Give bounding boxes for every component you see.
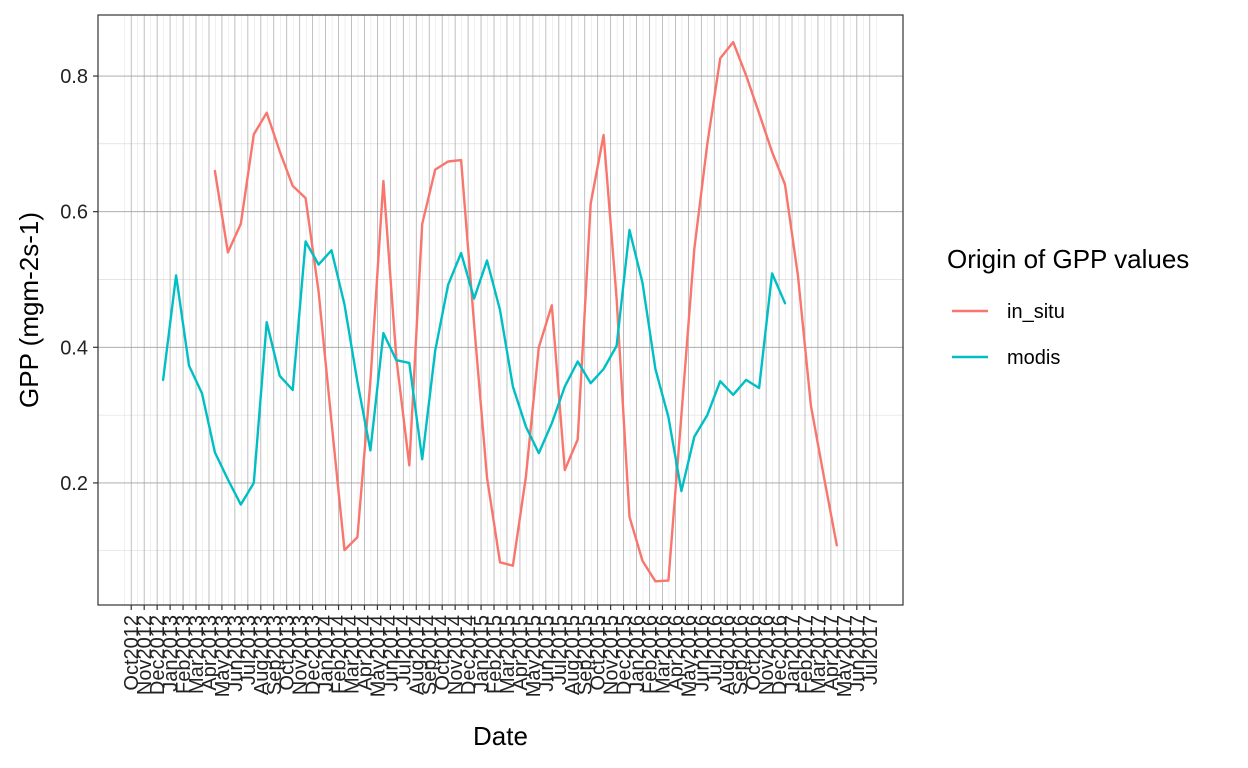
x-tick-label: Apr2016 bbox=[665, 615, 687, 691]
x-tick-label: Apr2017 bbox=[821, 615, 843, 691]
x-tick-label: Jun2015 bbox=[536, 615, 558, 692]
plot-border bbox=[97, 14, 904, 606]
x-tick-label: Nov2014 bbox=[445, 615, 467, 695]
x-tick-label: Oct2015 bbox=[588, 615, 610, 691]
legend-label-in_situ: in_situ bbox=[1007, 301, 1065, 323]
x-tick-label: Feb2014 bbox=[329, 615, 351, 694]
x-tick-label: Feb2016 bbox=[640, 615, 662, 694]
y-tick-label: 0.2 bbox=[60, 473, 88, 495]
x-tick-label: May2016 bbox=[678, 615, 700, 697]
x-tick-label: Jul2016 bbox=[704, 615, 726, 685]
x-tick-label: Nov2012 bbox=[134, 615, 156, 695]
x-tick-label: Dec2016 bbox=[769, 615, 791, 695]
x-tick-label: Jul2013 bbox=[238, 615, 260, 685]
x-tick-label: Jul2017 bbox=[860, 615, 882, 685]
x-tick-label: Aug2016 bbox=[717, 615, 739, 695]
x-tick-label: Sep2014 bbox=[419, 615, 441, 695]
x-tick-label: May2013 bbox=[212, 615, 234, 697]
y-tick-label: 0.6 bbox=[60, 202, 88, 224]
x-axis-title: Date bbox=[473, 721, 528, 751]
series-line-modis bbox=[161, 228, 787, 506]
series-layer bbox=[161, 40, 838, 583]
x-tick-label: Oct2016 bbox=[743, 615, 765, 691]
x-tick-label: May2015 bbox=[523, 615, 545, 697]
x-tick-label: Mar2014 bbox=[341, 615, 363, 694]
x-tick-label: Apr2014 bbox=[354, 615, 376, 691]
minor-gridlines bbox=[98, 15, 903, 605]
x-tick-label: Apr2015 bbox=[510, 615, 532, 691]
x-tick-label: Jan2015 bbox=[471, 615, 493, 692]
x-tick-label: Jan2013 bbox=[160, 615, 182, 692]
x-tick-label: Sep2016 bbox=[730, 615, 752, 695]
x-tick-label: Jul2015 bbox=[549, 615, 571, 685]
x-tick-label: Mar2013 bbox=[186, 615, 208, 694]
x-tick-label: Dec2014 bbox=[458, 615, 480, 695]
y-axis-title: GPP (mgm-2s-1) bbox=[14, 212, 44, 408]
x-tick-label: Nov2015 bbox=[601, 615, 623, 695]
x-tick-label: Nov2013 bbox=[290, 615, 312, 695]
series-line-in_situ bbox=[213, 40, 838, 583]
major-gridlines bbox=[98, 15, 903, 605]
x-tick-label: Dec2015 bbox=[614, 615, 636, 695]
y-tick-label: 0.8 bbox=[60, 66, 88, 88]
x-tick-label: Sep2015 bbox=[575, 615, 597, 695]
x-tick-label: Feb2013 bbox=[173, 615, 195, 694]
x-tick-label: Aug2014 bbox=[406, 615, 428, 695]
x-tick-label: May2014 bbox=[367, 615, 389, 697]
x-tick-label: Jan2016 bbox=[627, 615, 649, 692]
y-axis: 0.2 0.4 0.6 0.8 bbox=[60, 66, 98, 495]
x-tick-label: Mar2017 bbox=[808, 615, 830, 694]
x-axis: Oct2012Nov2012Dec2012Jan2013Feb2013Mar20… bbox=[121, 605, 882, 697]
plot-area bbox=[97, 14, 904, 606]
x-tick-label: Dec2013 bbox=[303, 615, 325, 695]
x-tick-label: Mar2015 bbox=[497, 615, 519, 694]
x-tick-label: Sep2013 bbox=[264, 615, 286, 695]
x-tick-label: Aug2015 bbox=[562, 615, 584, 695]
x-tick-label: Mar2016 bbox=[652, 615, 674, 694]
x-tick-label: Feb2015 bbox=[484, 615, 506, 694]
x-tick-label: Feb2017 bbox=[795, 615, 817, 694]
x-tick-label: Jun2016 bbox=[691, 615, 713, 692]
x-tick-label: Nov2016 bbox=[756, 615, 778, 695]
x-tick-label: Jan2014 bbox=[316, 615, 338, 692]
x-tick-label: Apr2013 bbox=[199, 615, 221, 691]
x-tick-label: Oct2012 bbox=[121, 615, 143, 691]
legend-title: Origin of GPP values bbox=[947, 244, 1189, 274]
x-tick-label: Jun2017 bbox=[847, 615, 869, 692]
x-tick-label: Oct2013 bbox=[277, 615, 299, 691]
legend-label-modis: modis bbox=[1007, 347, 1060, 369]
y-tick-label: 0.4 bbox=[60, 337, 88, 359]
x-tick-label: Jun2014 bbox=[380, 615, 402, 692]
x-tick-label: Aug2013 bbox=[251, 615, 273, 695]
x-tick-label: Oct2014 bbox=[432, 615, 454, 691]
x-tick-label: Jan2017 bbox=[782, 615, 804, 692]
x-tick-label: Jun2013 bbox=[225, 615, 247, 692]
x-tick-label: May2017 bbox=[834, 615, 856, 697]
x-tick-label: Dec2012 bbox=[147, 615, 169, 695]
x-tick-label: Jul2014 bbox=[393, 615, 415, 685]
